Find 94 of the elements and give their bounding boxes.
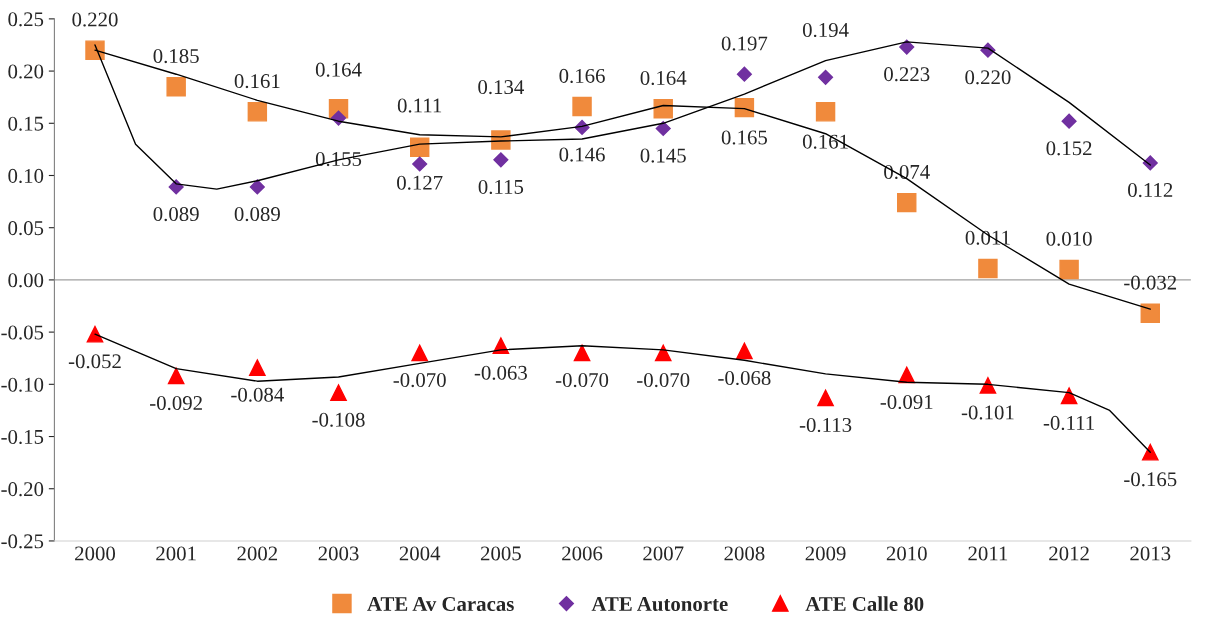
point <box>572 96 592 117</box>
data-label: 0.111 <box>397 98 442 113</box>
y-tick-label: 0.25 <box>8 12 44 27</box>
data-label: -0.165 <box>1124 472 1177 487</box>
point <box>1140 303 1161 324</box>
point <box>655 120 671 137</box>
data-label: -0.070 <box>393 373 446 388</box>
point <box>167 367 185 385</box>
x-tick-label: 2000 <box>75 546 116 561</box>
data-label: -0.084 <box>231 387 284 402</box>
point <box>736 66 752 82</box>
data-label: -0.063 <box>474 365 527 380</box>
point <box>330 384 347 402</box>
x-tick-label: 2004 <box>399 546 441 561</box>
y-tick-label: 0.05 <box>8 221 44 236</box>
point <box>979 377 997 394</box>
data-label: 0.089 <box>234 207 280 222</box>
x-tick-label: 2001 <box>156 546 196 561</box>
point <box>1061 113 1077 129</box>
data-label: 0.010 <box>1046 231 1092 246</box>
point <box>818 69 834 85</box>
data-label: -0.108 <box>312 412 365 427</box>
x-tick-label: 2011 <box>968 546 1008 561</box>
data-label: 0.164 <box>315 62 362 77</box>
point <box>247 102 268 122</box>
data-label: -0.101 <box>961 405 1014 420</box>
data-label: -0.052 <box>68 354 121 369</box>
point <box>654 344 672 362</box>
y-tick-label: -0.25 <box>1 534 44 549</box>
point <box>736 342 753 360</box>
point <box>978 258 998 279</box>
y-tick-label: 0.10 <box>8 168 44 184</box>
point <box>734 97 755 118</box>
data-label: 0.220 <box>965 70 1011 85</box>
point <box>653 98 673 119</box>
point <box>897 192 917 213</box>
point <box>817 389 834 407</box>
data-label: 0.089 <box>153 207 199 222</box>
data-label: 0.220 <box>72 12 118 27</box>
data-label: -0.070 <box>555 373 609 388</box>
data-label: 0.223 <box>884 67 930 82</box>
data-label: 0.134 <box>478 80 524 95</box>
y-tick-label: -0.05 <box>1 325 44 340</box>
point <box>1141 443 1159 461</box>
data-label: 0.164 <box>640 70 687 86</box>
y-tick-label: -0.15 <box>1 429 44 445</box>
x-tick-label: 2007 <box>643 546 684 561</box>
point <box>1060 387 1078 405</box>
point <box>573 344 591 362</box>
point <box>249 179 265 195</box>
data-label: -0.070 <box>637 373 690 388</box>
data-label: 0.127 <box>397 175 443 190</box>
y-tick-label: 0.20 <box>8 64 44 79</box>
y-tick-label: -0.10 <box>1 377 44 392</box>
data-label: 0.161 <box>234 74 280 89</box>
point <box>86 325 104 343</box>
point <box>249 359 266 376</box>
point <box>493 152 509 168</box>
y-tick-label: -0.20 <box>1 482 44 497</box>
legend-label: ATE Autonorte <box>591 597 728 612</box>
data-label: -0.092 <box>150 396 202 411</box>
data-label: 0.194 <box>802 22 849 38</box>
data-label: 0.145 <box>640 148 686 163</box>
data-label: 0.197 <box>721 36 768 51</box>
data-label: -0.091 <box>880 394 933 410</box>
x-tick-label: 2013 <box>1130 546 1171 561</box>
x-tick-label: 2012 <box>1049 546 1089 561</box>
y-tick-label: 0.00 <box>8 273 44 288</box>
data-label: 0.115 <box>478 179 524 195</box>
legend-label: ATE Av Caracas <box>367 597 514 612</box>
data-label: -0.113 <box>799 417 852 433</box>
x-tick-label: 2010 <box>886 546 927 561</box>
point <box>411 344 429 362</box>
x-tick-label: 2005 <box>480 546 521 561</box>
data-label: -0.032 <box>1124 275 1177 290</box>
data-label: 0.152 <box>1046 141 1092 156</box>
data-label: -0.111 <box>1043 415 1094 430</box>
data-label: 0.165 <box>721 130 768 145</box>
data-label: 0.166 <box>559 68 605 83</box>
point <box>166 77 186 97</box>
x-tick-label: 2003 <box>318 546 359 561</box>
data-label: 0.146 <box>559 147 605 162</box>
x-tick-label: 2008 <box>724 546 765 561</box>
x-tick-label: 2006 <box>562 546 603 561</box>
data-label: -0.068 <box>718 370 771 386</box>
point <box>815 102 836 122</box>
legend-label: ATE Calle 80 <box>805 596 924 612</box>
x-tick-label: 2009 <box>805 546 846 561</box>
data-label: 0.112 <box>1128 183 1173 198</box>
data-label: 0.185 <box>153 49 199 64</box>
x-tick-label: 2002 <box>237 546 278 561</box>
point <box>412 156 428 172</box>
point <box>1059 259 1079 280</box>
y-tick-label: 0.15 <box>8 116 44 131</box>
